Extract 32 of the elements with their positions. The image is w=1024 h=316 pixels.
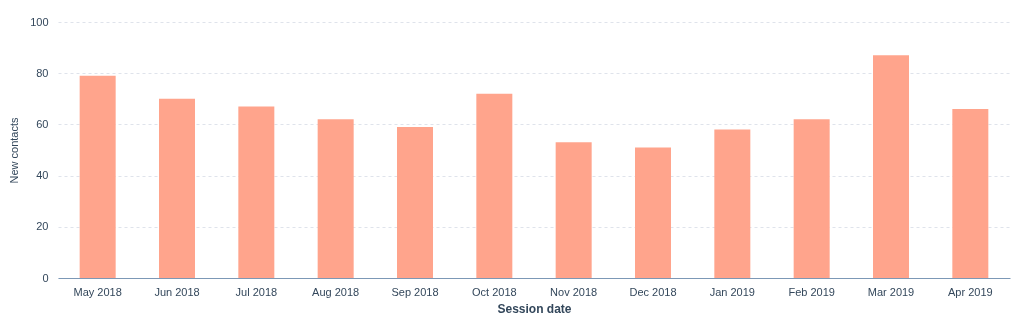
y-tick-label: 100 [30, 15, 49, 28]
bar [79, 75, 116, 278]
x-tick-label: Jan 2019 [709, 285, 755, 298]
x-tick-label: Jul 2018 [235, 285, 278, 298]
bar [635, 147, 671, 278]
x-tick-label: Jun 2018 [154, 285, 200, 298]
y-axis-title: New contacts [8, 116, 21, 184]
bar [793, 119, 830, 278]
bar [555, 142, 592, 278]
bar [952, 109, 989, 278]
bar [476, 93, 513, 278]
y-tick-label: 20 [36, 220, 49, 233]
x-tick-label: May 2018 [73, 285, 122, 298]
x-axis-title: Session date [497, 301, 572, 316]
x-tick-label: Oct 2018 [472, 285, 517, 298]
bar [873, 55, 909, 278]
bar [159, 98, 195, 278]
x-tick-label: Apr 2019 [948, 285, 993, 298]
x-tick-label: Nov 2018 [550, 285, 598, 298]
bar [714, 129, 751, 278]
x-tick-label: Dec 2018 [629, 285, 677, 298]
bar [317, 119, 354, 278]
x-tick-label: Mar 2019 [867, 285, 915, 298]
x-tick-label: Feb 2019 [788, 285, 835, 298]
y-tick-label: 40 [36, 169, 49, 182]
y-tick-label: 60 [36, 117, 49, 130]
x-tick-label: Sep 2018 [391, 285, 439, 298]
y-tick-label: 0 [42, 271, 49, 284]
bar [397, 126, 433, 278]
y-tick-label: 80 [36, 66, 49, 79]
bar [238, 106, 275, 278]
x-tick-label: Aug 2018 [312, 285, 360, 298]
